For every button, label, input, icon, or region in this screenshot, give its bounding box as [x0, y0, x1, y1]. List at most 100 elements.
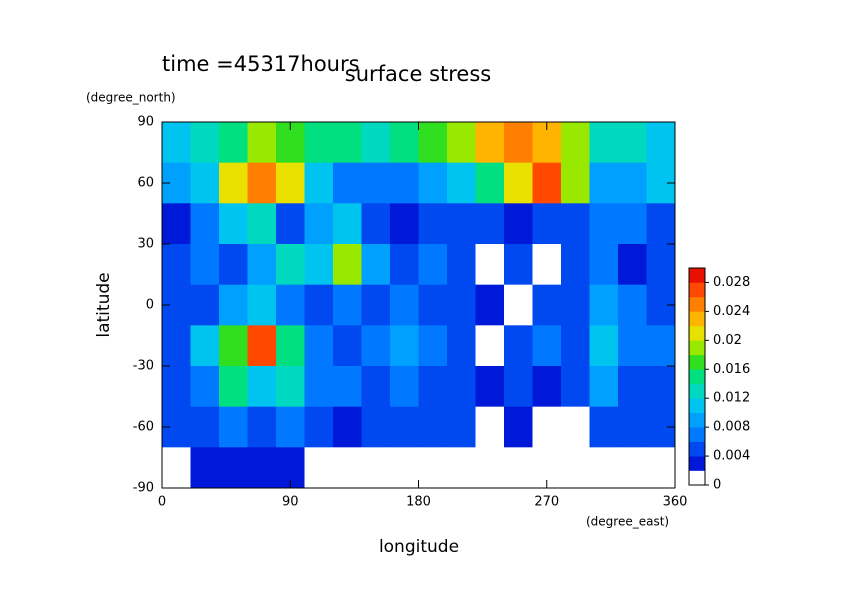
contour-cell: [190, 325, 220, 367]
y-units: (degree_north): [86, 91, 176, 105]
x-tick-label: 180: [406, 495, 431, 510]
contour-cell: [390, 162, 419, 204]
contour-cell: [504, 203, 533, 245]
contour-cell: [504, 284, 533, 326]
contour-cell: [361, 122, 391, 164]
contour-cell: [361, 366, 391, 408]
contour-cell: [589, 162, 619, 204]
colorbar-band: [689, 268, 705, 283]
contour-cell: [532, 284, 562, 326]
contour-cell: [532, 366, 562, 408]
contour-cell: [304, 325, 334, 367]
contour-cell: [219, 447, 248, 489]
y-tick-label: -60: [133, 420, 154, 435]
contour-cell: [247, 284, 277, 326]
contour-cell: [276, 366, 305, 408]
contour-cell: [618, 447, 647, 489]
contour-cell: [532, 203, 562, 245]
contour-cell: [219, 325, 248, 367]
x-tick-label: 360: [663, 495, 688, 510]
contour-cell: [304, 122, 334, 164]
contour-cell: [219, 406, 248, 448]
contour-cell: [304, 366, 334, 408]
colorbar-band: [689, 369, 705, 385]
contour-cell: [190, 284, 220, 326]
colorbar-band: [689, 456, 705, 471]
contour-cell: [504, 325, 533, 367]
contour-cell: [247, 244, 277, 286]
contour-cell: [618, 162, 647, 204]
x-tick-label: 0: [158, 495, 166, 510]
contour-cell: [418, 406, 448, 448]
colorbar-tick-label: 0.008: [713, 420, 750, 435]
colorbar-frame: [688, 267, 706, 486]
contour-cell: [646, 244, 676, 286]
contour-cell: [333, 447, 362, 489]
contour-cell: [333, 203, 362, 245]
contour-cell: [276, 406, 305, 448]
contour-cell: [532, 162, 562, 204]
contour-cell: [418, 244, 448, 286]
contour-cell: [646, 122, 676, 164]
contour-cell: [447, 203, 476, 245]
contour-cell: [589, 406, 619, 448]
y-tick-label: 90: [137, 115, 154, 130]
contour-cell: [162, 122, 191, 164]
contour-cell: [589, 447, 619, 489]
contour-cell: [561, 244, 590, 286]
contour-cell: [162, 447, 191, 489]
contour-cell: [247, 122, 277, 164]
contour-cell: [561, 447, 590, 489]
contour-cell: [219, 284, 248, 326]
contour-cell: [276, 284, 305, 326]
contour-cell: [561, 203, 590, 245]
contour-cell: [162, 244, 191, 286]
contour-cell: [589, 244, 619, 286]
contour-cell: [390, 122, 419, 164]
colorbar-band: [689, 325, 705, 341]
y-tick-label: 0: [146, 298, 154, 313]
contour-cell: [304, 284, 334, 326]
contour-cell: [447, 366, 476, 408]
contour-cell: [418, 203, 448, 245]
contour-cell: [532, 406, 562, 448]
contour-cell: [162, 325, 191, 367]
contour-cell: [447, 406, 476, 448]
contour-cell: [589, 122, 619, 164]
contour-cell: [247, 447, 277, 489]
contour-cell: [589, 366, 619, 408]
contour-cell: [418, 325, 448, 367]
colorbar-tick-label: 0.024: [713, 304, 750, 319]
colorbar-band: [689, 441, 705, 457]
contour-cell: [162, 366, 191, 408]
colorbar-tick-label: 0.004: [713, 449, 750, 464]
contour-cell: [561, 162, 590, 204]
x-units: (degree_east): [586, 515, 669, 529]
contour-cell: [304, 162, 334, 204]
contour-cell: [190, 122, 220, 164]
contour-cell: [333, 244, 362, 286]
contour-cell: [646, 366, 676, 408]
contour-cell: [247, 203, 277, 245]
contour-cell: [475, 284, 505, 326]
contour-cell: [589, 325, 619, 367]
contour-cell: [447, 122, 476, 164]
contour-cell: [561, 284, 590, 326]
contour-cell: [361, 162, 391, 204]
contour-cell: [276, 244, 305, 286]
contour-cell: [219, 162, 248, 204]
contour-cell: [561, 366, 590, 408]
contour-cell: [390, 325, 419, 367]
contour-cell: [618, 406, 647, 448]
contour-cell: [504, 366, 533, 408]
contour-cell: [276, 325, 305, 367]
contour-cell: [475, 447, 505, 489]
annotation: time =45317hours: [162, 52, 360, 76]
contour-cell: [561, 406, 590, 448]
contour-cell: [532, 244, 562, 286]
contour-cell: [418, 122, 448, 164]
contour-cell: [447, 284, 476, 326]
contour-cell: [589, 203, 619, 245]
contour-cell: [219, 122, 248, 164]
